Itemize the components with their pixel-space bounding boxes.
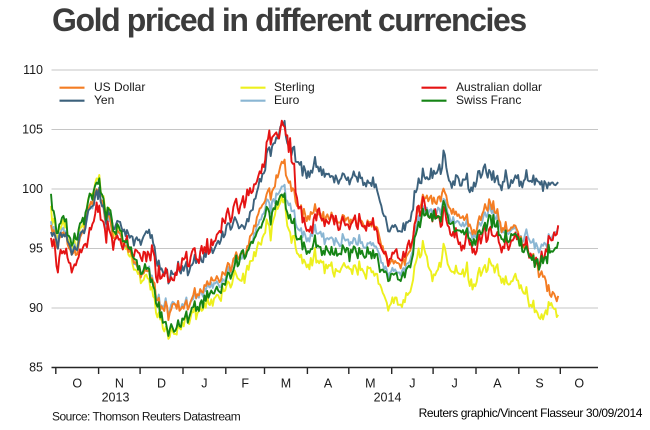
svg-text:A: A xyxy=(324,377,333,391)
svg-text:Yen: Yen xyxy=(94,93,114,107)
svg-text:85: 85 xyxy=(29,361,43,375)
svg-text:Euro: Euro xyxy=(274,93,300,107)
svg-text:Sterling: Sterling xyxy=(274,80,315,94)
svg-text:O: O xyxy=(72,377,82,391)
svg-text:M: M xyxy=(365,377,375,391)
svg-text:Australian dollar: Australian dollar xyxy=(456,80,542,94)
svg-text:M: M xyxy=(281,377,291,391)
svg-text:D: D xyxy=(157,377,166,391)
svg-text:105: 105 xyxy=(22,123,43,137)
svg-text:90: 90 xyxy=(29,301,43,315)
svg-text:J: J xyxy=(451,377,457,391)
svg-text:J: J xyxy=(409,377,415,391)
svg-text:110: 110 xyxy=(23,63,43,77)
svg-text:Gold priced in different curre: Gold priced in different currencies xyxy=(52,2,526,38)
svg-text:N: N xyxy=(115,377,124,391)
svg-text:100: 100 xyxy=(22,182,43,196)
svg-text:Reuters graphic/Vincent Flasse: Reuters graphic/Vincent Flasseur 30/09/2… xyxy=(419,406,643,420)
svg-text:F: F xyxy=(241,377,249,391)
svg-text:2014: 2014 xyxy=(374,391,402,405)
svg-text:J: J xyxy=(201,377,207,391)
svg-text:A: A xyxy=(493,377,502,391)
svg-text:2013: 2013 xyxy=(102,391,130,405)
svg-text:O: O xyxy=(574,377,584,391)
svg-text:Source: Thomson Reuters Datast: Source: Thomson Reuters Datastream xyxy=(52,410,241,424)
svg-text:US Dollar: US Dollar xyxy=(94,80,145,94)
svg-text:95: 95 xyxy=(29,242,43,256)
svg-text:Swiss Franc: Swiss Franc xyxy=(456,93,521,107)
svg-text:S: S xyxy=(535,377,543,391)
